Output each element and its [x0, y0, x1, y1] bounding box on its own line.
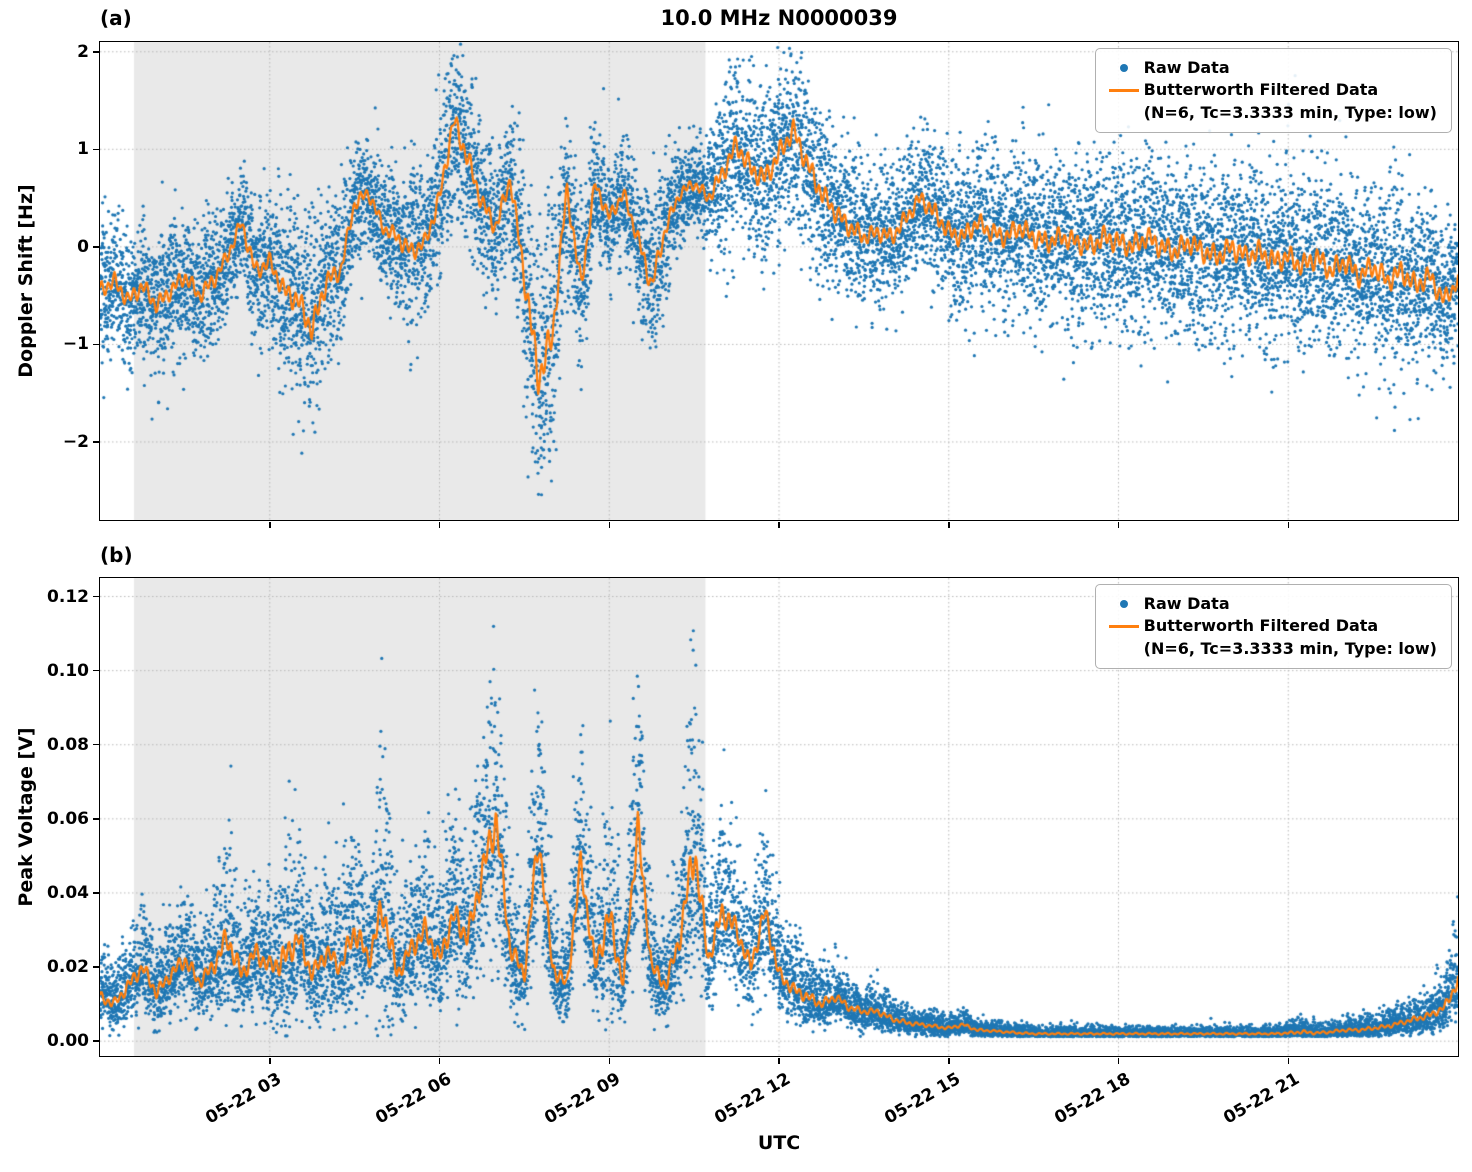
y-tick-label: 0.02	[47, 957, 89, 978]
y-tick-label: −2	[62, 431, 89, 452]
x-tick-mark	[608, 521, 610, 528]
legend-raw-label: Raw Data	[1143, 594, 1230, 613]
raw-data-dot-icon	[1119, 600, 1128, 608]
x-tick-mark	[778, 521, 780, 528]
y-tick-label: −1	[62, 334, 89, 355]
y-tick-label: 0.08	[47, 734, 89, 755]
x-tick-label: 05-22 18	[1050, 1069, 1134, 1129]
y-tick-label: 0.04	[47, 882, 89, 903]
y-tick-label: 0.10	[47, 660, 89, 681]
x-tick-label: 05-22 21	[1220, 1069, 1304, 1129]
x-tick-label: 05-22 06	[371, 1069, 455, 1129]
x-tick-mark	[1287, 1057, 1289, 1064]
y-tick-mark	[92, 1040, 99, 1042]
legend-raw-marker-cell	[1104, 593, 1144, 615]
y-tick-label: 2	[77, 41, 89, 62]
x-tick-label: 05-22 12	[711, 1069, 794, 1129]
panel-b-legend: Raw Data Butterworth Filtered Data (N=6,…	[1094, 584, 1452, 670]
panel-a-label: (a)	[100, 6, 132, 30]
x-tick-label: 05-22 09	[541, 1069, 625, 1129]
y-tick-label: 1	[77, 139, 89, 160]
legend-raw-entry: Raw Data	[1104, 593, 1437, 615]
legend-filtered-marker-cell	[1104, 615, 1144, 637]
y-tick-mark	[92, 595, 99, 598]
legend-raw-label: Raw Data	[1143, 58, 1230, 77]
x-tick-mark	[269, 1057, 271, 1064]
x-tick-mark	[1287, 521, 1289, 528]
x-tick-label: 05-22 03	[202, 1069, 285, 1129]
legend-filtered-params: (N=6, Tc=3.3333 min, Type: low)	[1143, 102, 1437, 122]
y-tick-mark	[92, 343, 99, 346]
legend-raw-marker-cell	[1104, 57, 1144, 79]
x-tick-mark	[1117, 521, 1120, 528]
raw-data-dot-icon	[1119, 64, 1128, 72]
legend-filtered-marker-cell	[1104, 79, 1144, 101]
y-tick-label: 0.06	[47, 808, 89, 829]
x-tick-label: 05-22 15	[881, 1069, 964, 1129]
filtered-line-icon	[1108, 88, 1139, 92]
panel-a-legend: Raw Data Butterworth Filtered Data (N=6,…	[1094, 48, 1452, 134]
y-tick-label: 0.12	[47, 586, 89, 607]
y-tick-mark	[92, 148, 99, 151]
panel-a-yaxis-label: Doppler Shift [Hz]	[15, 184, 37, 378]
x-tick-mark	[948, 1057, 950, 1064]
legend-filtered-label: Butterworth Filtered Data	[1143, 616, 1379, 636]
filtered-line-icon	[1108, 624, 1139, 628]
panel-b-yaxis-label: Peak Voltage [V]	[15, 727, 37, 907]
legend-filtered-entry: Butterworth Filtered Data (N=6, Tc=3.333…	[1104, 79, 1437, 124]
y-tick-mark	[92, 669, 99, 672]
panel-b-label: (b)	[100, 543, 133, 567]
x-tick-mark	[1117, 1057, 1120, 1064]
x-tick-mark	[778, 1057, 780, 1064]
x-tick-mark	[438, 521, 441, 528]
y-tick-label: 0	[77, 236, 89, 257]
figure-title: 10.0 MHz N0000039	[660, 6, 898, 30]
y-tick-mark	[92, 966, 99, 968]
y-tick-label: 0.00	[47, 1031, 89, 1052]
x-tick-mark	[948, 521, 950, 528]
y-tick-mark	[92, 51, 99, 53]
y-tick-mark	[92, 441, 99, 443]
y-tick-mark	[92, 743, 99, 746]
x-tick-mark	[269, 521, 271, 528]
y-tick-mark	[92, 818, 99, 820]
x-tick-mark	[438, 1057, 441, 1064]
y-tick-mark	[92, 246, 99, 248]
legend-filtered-label: Butterworth Filtered Data	[1143, 80, 1379, 100]
xaxis-label: UTC	[757, 1132, 801, 1154]
legend-filtered-entry: Butterworth Filtered Data (N=6, Tc=3.333…	[1104, 615, 1437, 660]
x-tick-mark	[608, 1057, 610, 1064]
legend-filtered-params: (N=6, Tc=3.3333 min, Type: low)	[1143, 638, 1437, 658]
legend-raw-entry: Raw Data	[1104, 57, 1437, 79]
y-tick-mark	[92, 892, 99, 894]
